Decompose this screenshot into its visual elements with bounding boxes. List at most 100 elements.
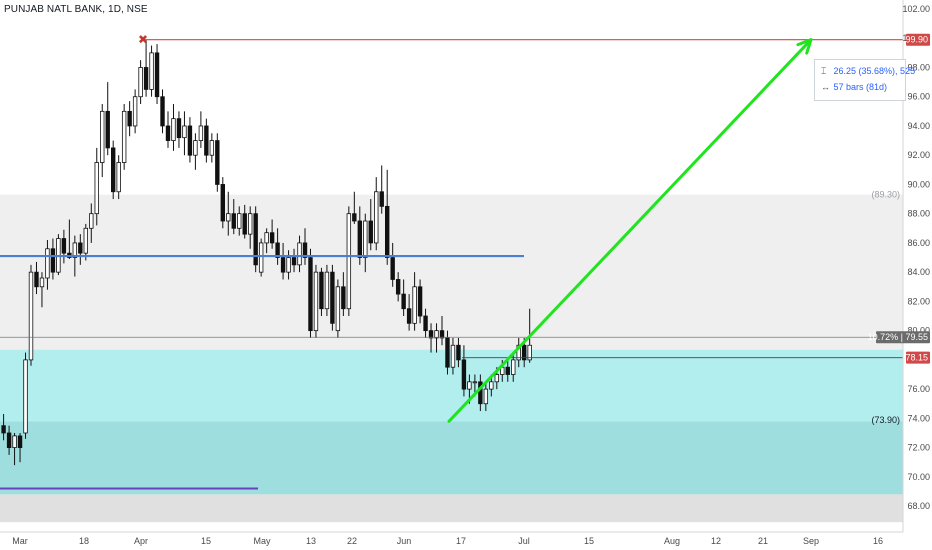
candle[interactable] (116, 155, 121, 200)
candle[interactable] (280, 242, 286, 280)
candle[interactable] (390, 242, 395, 287)
candle[interactable] (341, 272, 346, 317)
candle[interactable] (374, 177, 379, 251)
candle[interactable] (100, 104, 105, 178)
candle[interactable] (483, 381, 489, 412)
candle[interactable] (83, 223, 88, 261)
candle[interactable] (308, 248, 313, 338)
candle[interactable] (395, 272, 401, 302)
candle-body (237, 213, 242, 229)
candle[interactable] (439, 316, 445, 346)
candle[interactable] (143, 39, 149, 97)
candle[interactable] (149, 45, 154, 97)
candle-body (445, 337, 450, 368)
candle[interactable] (165, 111, 171, 148)
candle[interactable] (330, 264, 335, 331)
candle[interactable] (121, 104, 127, 170)
candle[interactable] (182, 111, 187, 156)
candle[interactable] (450, 337, 456, 375)
candle[interactable] (346, 206, 352, 317)
candle[interactable] (456, 337, 461, 368)
candle[interactable] (231, 199, 236, 235)
y-tick-label: 92.00 (907, 150, 930, 160)
candle[interactable] (445, 330, 450, 375)
zone-band-0 (0, 194, 903, 350)
candle[interactable] (313, 264, 319, 338)
candle[interactable] (264, 228, 269, 254)
candle[interactable] (171, 104, 176, 151)
candle[interactable] (111, 140, 116, 200)
candle[interactable] (461, 345, 467, 397)
candle[interactable] (94, 147, 99, 226)
x-tick-label: Jun (397, 536, 412, 546)
candle[interactable] (324, 264, 330, 317)
candle[interactable] (39, 272, 45, 308)
candle[interactable] (297, 235, 302, 273)
candle[interactable] (105, 82, 110, 156)
candle[interactable] (89, 203, 94, 243)
candle[interactable] (209, 133, 215, 163)
candle[interactable] (127, 101, 132, 137)
candle[interactable] (253, 206, 258, 273)
candle[interactable] (193, 133, 198, 170)
candle[interactable] (417, 279, 423, 324)
candle[interactable] (6, 425, 12, 455)
candle[interactable] (138, 60, 143, 105)
candle[interactable] (226, 191, 231, 236)
y-tick-label: 80.00 (907, 326, 930, 336)
candle[interactable] (275, 228, 280, 265)
candle[interactable] (198, 111, 204, 148)
candle[interactable] (406, 294, 412, 331)
candle[interactable] (269, 219, 275, 249)
candle[interactable] (28, 264, 34, 366)
candle[interactable] (247, 206, 253, 249)
candle[interactable] (384, 169, 390, 265)
candle[interactable] (215, 133, 220, 192)
candle[interactable] (187, 117, 193, 163)
candle[interactable] (78, 234, 83, 265)
price-tag-label: 99.90 (905, 35, 928, 45)
candle[interactable] (412, 272, 417, 331)
candle-body (182, 125, 187, 139)
candle[interactable] (423, 308, 428, 338)
candle[interactable] (379, 165, 384, 214)
candle[interactable] (434, 323, 439, 353)
candle[interactable] (242, 204, 247, 239)
candle[interactable] (61, 229, 67, 264)
candle[interactable] (302, 228, 308, 265)
candle[interactable] (176, 111, 182, 148)
candle[interactable] (12, 432, 17, 466)
candle-body (45, 248, 50, 279)
candle[interactable] (154, 44, 160, 105)
candle[interactable] (258, 238, 264, 277)
candle[interactable] (34, 261, 39, 295)
candle[interactable] (23, 352, 28, 439)
candle[interactable] (368, 199, 373, 251)
candle[interactable] (45, 239, 50, 290)
candle-body (50, 248, 56, 273)
candle[interactable] (352, 191, 357, 224)
candle[interactable] (319, 267, 324, 317)
candle[interactable] (428, 323, 434, 353)
candle[interactable] (220, 177, 225, 229)
candle[interactable] (516, 337, 521, 368)
candle[interactable] (50, 238, 56, 280)
candle[interactable] (237, 206, 242, 236)
candle[interactable] (335, 279, 341, 338)
candle[interactable] (17, 432, 23, 463)
candle[interactable] (1, 413, 6, 441)
candle-body (319, 271, 324, 310)
candle[interactable] (505, 359, 510, 382)
candle[interactable] (291, 248, 297, 273)
bar-range-icon: ↔ (821, 82, 830, 92)
candle[interactable] (56, 234, 61, 276)
candle[interactable] (401, 279, 406, 317)
candle[interactable] (363, 213, 368, 273)
candle[interactable] (160, 89, 165, 134)
candle[interactable] (204, 118, 209, 163)
y-tick-label: 96.00 (907, 92, 930, 102)
candle[interactable] (478, 374, 483, 412)
candle[interactable] (132, 89, 138, 134)
measure-change: 26.25 (35.68%), 525 (833, 66, 916, 76)
